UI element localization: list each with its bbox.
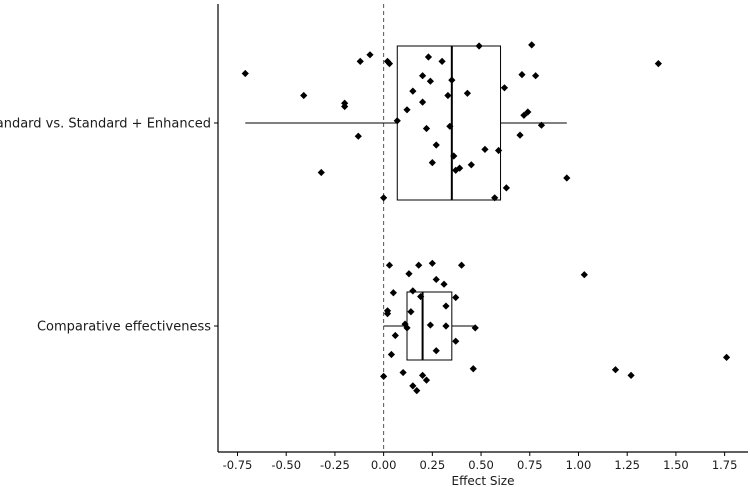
box-layer bbox=[245, 45, 567, 361]
data-point bbox=[442, 322, 450, 330]
data-point bbox=[422, 376, 431, 384]
data-point bbox=[383, 310, 392, 318]
x-axis-title: Effect Size bbox=[452, 474, 515, 487]
data-point bbox=[432, 347, 440, 355]
data-point bbox=[422, 124, 431, 133]
x-axis-ticks: -0.75 -0.50 -0.25 0.00 0.25 0.50 0.75 1.00 1.25 1… bbox=[223, 452, 738, 472]
data-point bbox=[317, 168, 325, 177]
data-point bbox=[432, 275, 440, 284]
data-point bbox=[417, 292, 425, 301]
data-point bbox=[300, 91, 308, 100]
data-point bbox=[518, 71, 526, 79]
data-point bbox=[528, 41, 536, 49]
x-tick-label: 1.50 bbox=[663, 458, 689, 472]
data-point bbox=[722, 353, 731, 361]
y-category-label: Standard vs. Standard + Enhanced bbox=[0, 117, 211, 132]
data-point bbox=[524, 108, 532, 116]
data-point bbox=[403, 106, 411, 114]
data-point bbox=[469, 365, 477, 373]
x-tick-label: -0.25 bbox=[320, 458, 350, 472]
y-axis-category-labels: Standard vs. Standard + Enhanced Comparat… bbox=[0, 117, 218, 335]
data-point bbox=[393, 117, 401, 125]
data-point bbox=[471, 324, 479, 332]
data-point bbox=[467, 161, 475, 169]
data-point bbox=[385, 60, 394, 68]
data-point bbox=[341, 102, 349, 111]
data-point bbox=[611, 366, 620, 374]
data-point bbox=[354, 132, 362, 140]
data-point bbox=[580, 271, 588, 279]
x-tick-label: 0.50 bbox=[468, 458, 494, 472]
data-point bbox=[516, 131, 524, 139]
data-point bbox=[432, 141, 440, 149]
data-point bbox=[448, 76, 456, 84]
data-point bbox=[532, 72, 540, 80]
data-point bbox=[444, 91, 452, 100]
data-point bbox=[654, 60, 662, 68]
data-point bbox=[627, 371, 635, 379]
iqr-box bbox=[396, 45, 502, 201]
data-point bbox=[446, 122, 454, 130]
data-point bbox=[387, 350, 396, 359]
data-point bbox=[426, 321, 434, 329]
data-point bbox=[241, 69, 249, 78]
data-point bbox=[401, 320, 409, 328]
x-tick-label: 1.75 bbox=[712, 458, 738, 472]
data-point bbox=[366, 51, 374, 59]
data-point bbox=[452, 293, 460, 302]
data-point bbox=[409, 87, 417, 95]
data-point bbox=[450, 152, 458, 160]
points-layer bbox=[241, 41, 731, 395]
x-tick-label: 1.25 bbox=[614, 458, 640, 472]
data-point bbox=[440, 280, 448, 288]
data-point bbox=[426, 77, 434, 85]
x-tick-label: 0.25 bbox=[420, 458, 446, 472]
data-point bbox=[442, 302, 450, 310]
data-point bbox=[385, 261, 394, 269]
data-point bbox=[428, 159, 436, 167]
y-category-label: Comparative effectiveness bbox=[37, 320, 211, 335]
data-point bbox=[383, 57, 392, 65]
data-point bbox=[424, 53, 433, 61]
data-point bbox=[409, 287, 417, 295]
data-point bbox=[418, 72, 427, 80]
data-point bbox=[413, 387, 421, 395]
data-point bbox=[405, 270, 413, 278]
data-point bbox=[456, 164, 464, 172]
x-tick-label: 0.75 bbox=[517, 458, 543, 472]
x-tick-label: 0.00 bbox=[371, 458, 397, 472]
data-point bbox=[380, 372, 388, 380]
data-point bbox=[452, 337, 460, 345]
data-point bbox=[457, 261, 466, 269]
data-point bbox=[399, 368, 407, 377]
data-point bbox=[356, 57, 364, 65]
plot-area bbox=[241, 4, 731, 452]
x-tick-label: -0.75 bbox=[223, 458, 253, 472]
data-point bbox=[491, 194, 499, 202]
data-point bbox=[502, 184, 510, 192]
data-point bbox=[494, 146, 503, 155]
data-point bbox=[475, 42, 483, 50]
data-point bbox=[418, 371, 427, 379]
data-point bbox=[438, 57, 446, 65]
data-point bbox=[463, 89, 472, 97]
x-tick-label: 1.00 bbox=[566, 458, 592, 472]
data-point bbox=[403, 324, 411, 332]
data-point bbox=[389, 289, 397, 297]
data-point bbox=[391, 331, 399, 340]
data-point bbox=[415, 261, 423, 269]
axes: -0.75 -0.50 -0.25 0.00 0.25 0.50 0.75 1.00 1.25 1… bbox=[0, 4, 748, 487]
data-point bbox=[418, 98, 427, 106]
data-point bbox=[428, 259, 436, 267]
data-point bbox=[409, 382, 417, 390]
data-point bbox=[380, 194, 388, 202]
data-point bbox=[481, 145, 489, 153]
data-point bbox=[500, 84, 509, 92]
data-point bbox=[407, 308, 415, 316]
data-point bbox=[537, 121, 546, 129]
x-tick-label: -0.50 bbox=[271, 458, 301, 472]
data-point bbox=[563, 174, 571, 182]
